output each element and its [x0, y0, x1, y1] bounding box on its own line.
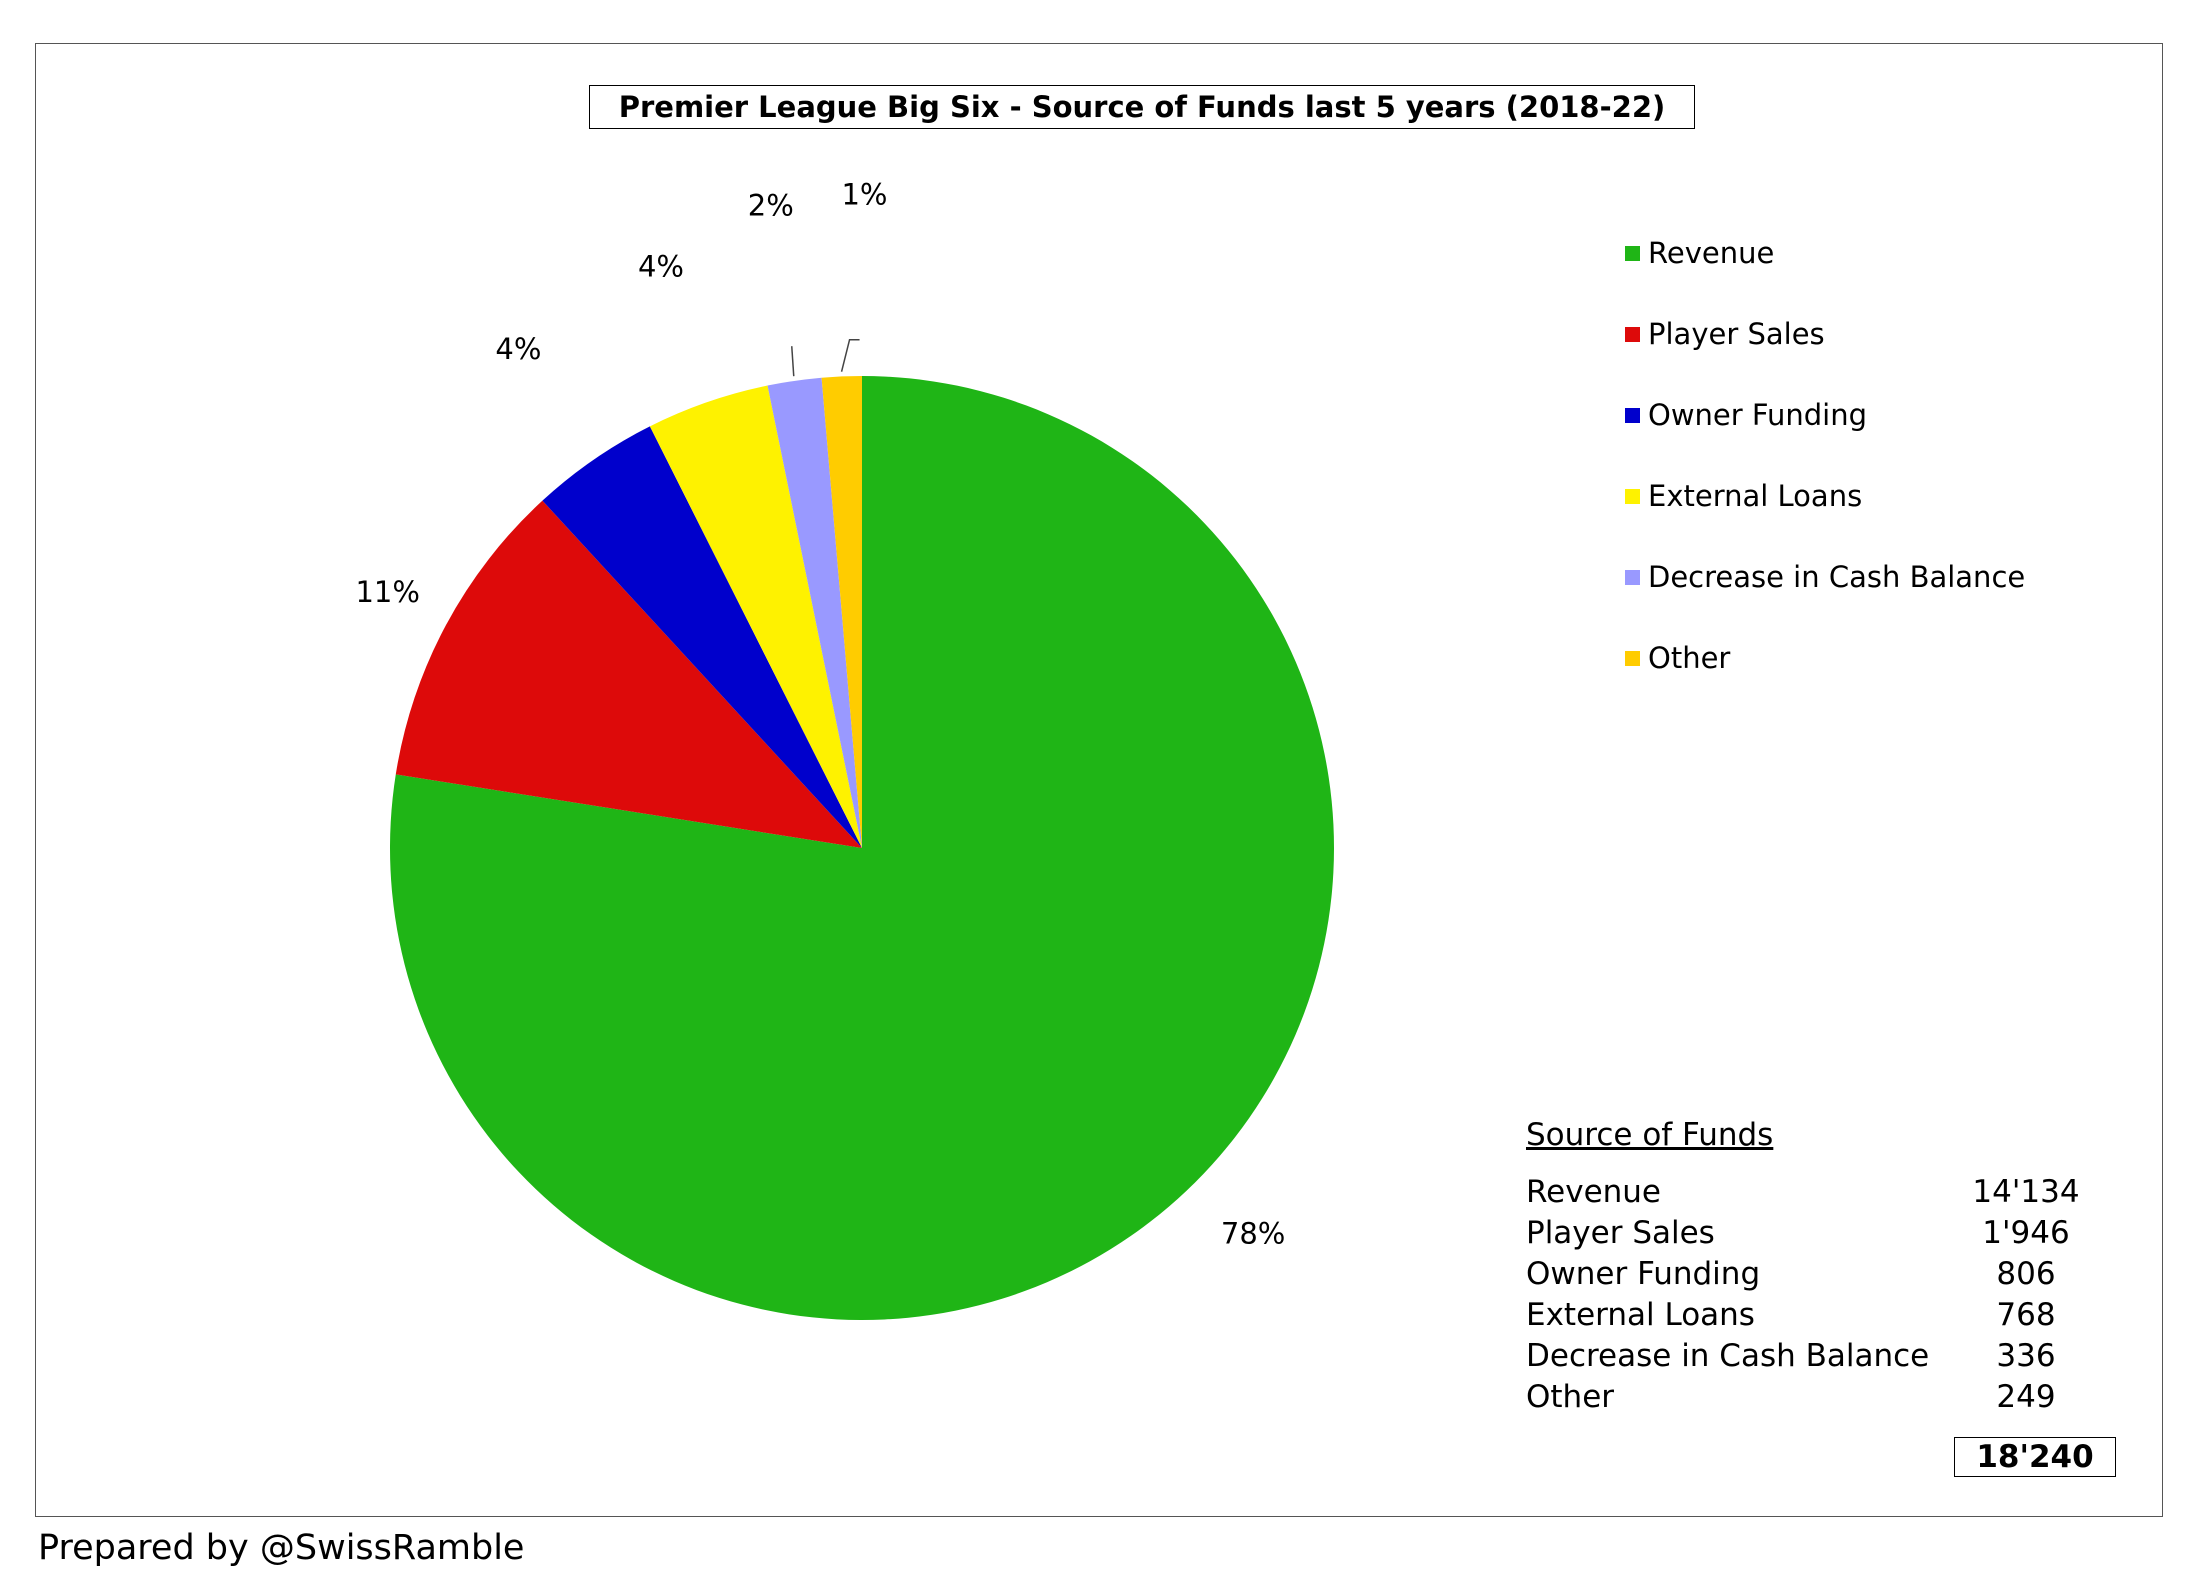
- legend-item: Decrease in Cash Balance: [1625, 560, 2025, 594]
- pie-label-player-sales: 11%: [355, 575, 419, 609]
- table-row-value: 806: [1996, 1255, 2056, 1292]
- table-row-label: Owner Funding: [1526, 1255, 1761, 1292]
- table-row-value: 249: [1996, 1378, 2056, 1415]
- legend-item: Revenue: [1625, 236, 1774, 270]
- table-row: Decrease in Cash Balance 336: [1526, 1335, 2086, 1376]
- legend-label: Other: [1648, 641, 1731, 675]
- legend-item: Other: [1625, 641, 1730, 675]
- leader-line: [791, 346, 795, 377]
- pie-label-other: 1%: [841, 178, 887, 212]
- pie-slice-other: [821, 376, 862, 848]
- pie-slice-owner-funding: [542, 426, 862, 848]
- table-row-label: External Loans: [1526, 1296, 1755, 1333]
- table-row-label: Decrease in Cash Balance: [1526, 1337, 1930, 1374]
- pie-label-owner-funding: 4%: [495, 332, 541, 366]
- legend-swatch: [1625, 488, 1640, 504]
- chart-frame: [35, 43, 2163, 1517]
- legend-item: Owner Funding: [1625, 398, 1867, 432]
- legend-swatch: [1625, 245, 1640, 261]
- legend-label: Revenue: [1648, 236, 1775, 270]
- pie-label-revenue: 78%: [1221, 1217, 1285, 1251]
- leader-line: [840, 338, 860, 372]
- table-row-label: Revenue: [1526, 1173, 1662, 1210]
- table-title: Source of Funds: [1526, 1117, 1774, 1153]
- pie-slice-decrease-in-cash-balance: [767, 377, 862, 848]
- table-row: Revenue 14'134: [1526, 1171, 2086, 1212]
- legend-label: Decrease in Cash Balance: [1648, 560, 2026, 594]
- table-row: Other 249: [1526, 1376, 2086, 1417]
- pie-label-external-loans: 4%: [638, 249, 684, 283]
- pie-slice-player-sales: [395, 500, 862, 848]
- legend-swatch: [1625, 326, 1640, 342]
- table-row-label: Player Sales: [1526, 1214, 1715, 1251]
- pie-label-decrease-in-cash-balance: 2%: [748, 188, 794, 222]
- table-row-label: Other: [1526, 1378, 1615, 1415]
- table-row: Owner Funding 806: [1526, 1253, 2086, 1294]
- legend-swatch: [1625, 569, 1640, 585]
- legend-item: External Loans: [1625, 479, 1862, 513]
- legend-label: Player Sales: [1648, 317, 1825, 351]
- credit-text: Prepared by @SwissRamble: [38, 1528, 525, 1568]
- table-row: External Loans 768: [1526, 1294, 2086, 1335]
- legend-label: Owner Funding: [1648, 398, 1868, 432]
- chart-title: Premier League Big Six - Source of Funds…: [589, 85, 1695, 129]
- legend-swatch: [1625, 407, 1640, 423]
- pie-slice-external-loans: [649, 385, 862, 848]
- table-total: 18'240: [1954, 1437, 2116, 1477]
- legend-item: Player Sales: [1625, 317, 1825, 351]
- legend-label: External Loans: [1648, 479, 1863, 513]
- table-row-value: 336: [1996, 1337, 2056, 1374]
- table-row-value: 14'134: [1972, 1173, 2080, 1210]
- source-of-funds-table: Source of Funds Revenue 14'134 Player Sale…: [1526, 1117, 2086, 1417]
- table-row-value: 1'946: [1982, 1214, 2070, 1251]
- table-row: Player Sales 1'946: [1526, 1212, 2086, 1253]
- table-row-value: 768: [1996, 1296, 2056, 1333]
- legend-swatch: [1625, 650, 1640, 666]
